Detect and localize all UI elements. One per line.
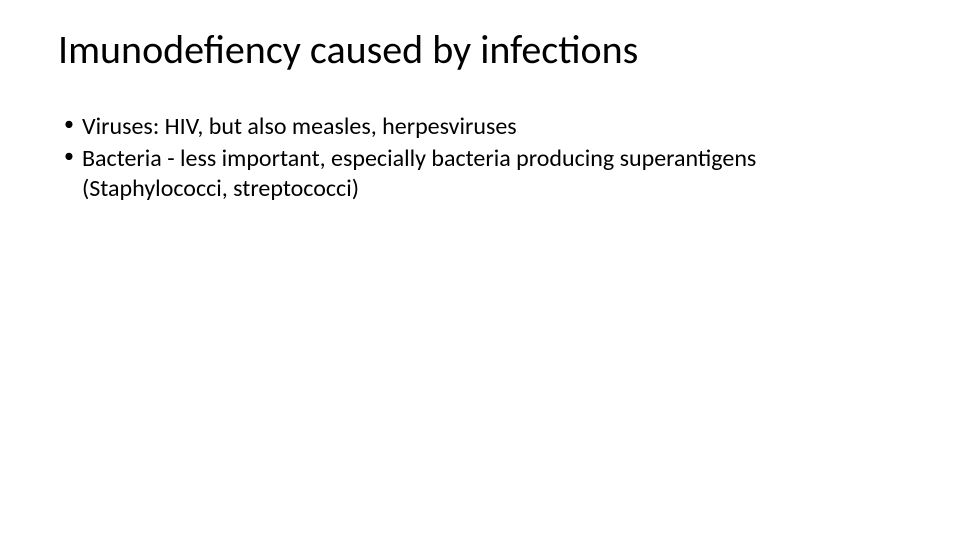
list-item: Bacteria - less important, especially ba… — [64, 144, 902, 204]
bullet-text: Bacteria - less important, especially ba… — [82, 144, 756, 203]
slide-container: Imunodefiency caused by infections Virus… — [0, 0, 960, 540]
list-item: Viruses: HIV, but also measles, herpesvi… — [64, 112, 902, 142]
bullet-list: Viruses: HIV, but also measles, herpesvi… — [58, 112, 902, 204]
slide-title: Imunodefiency caused by infections — [58, 28, 902, 72]
bullet-text: Viruses: HIV, but also measles, herpesvi… — [82, 112, 517, 141]
